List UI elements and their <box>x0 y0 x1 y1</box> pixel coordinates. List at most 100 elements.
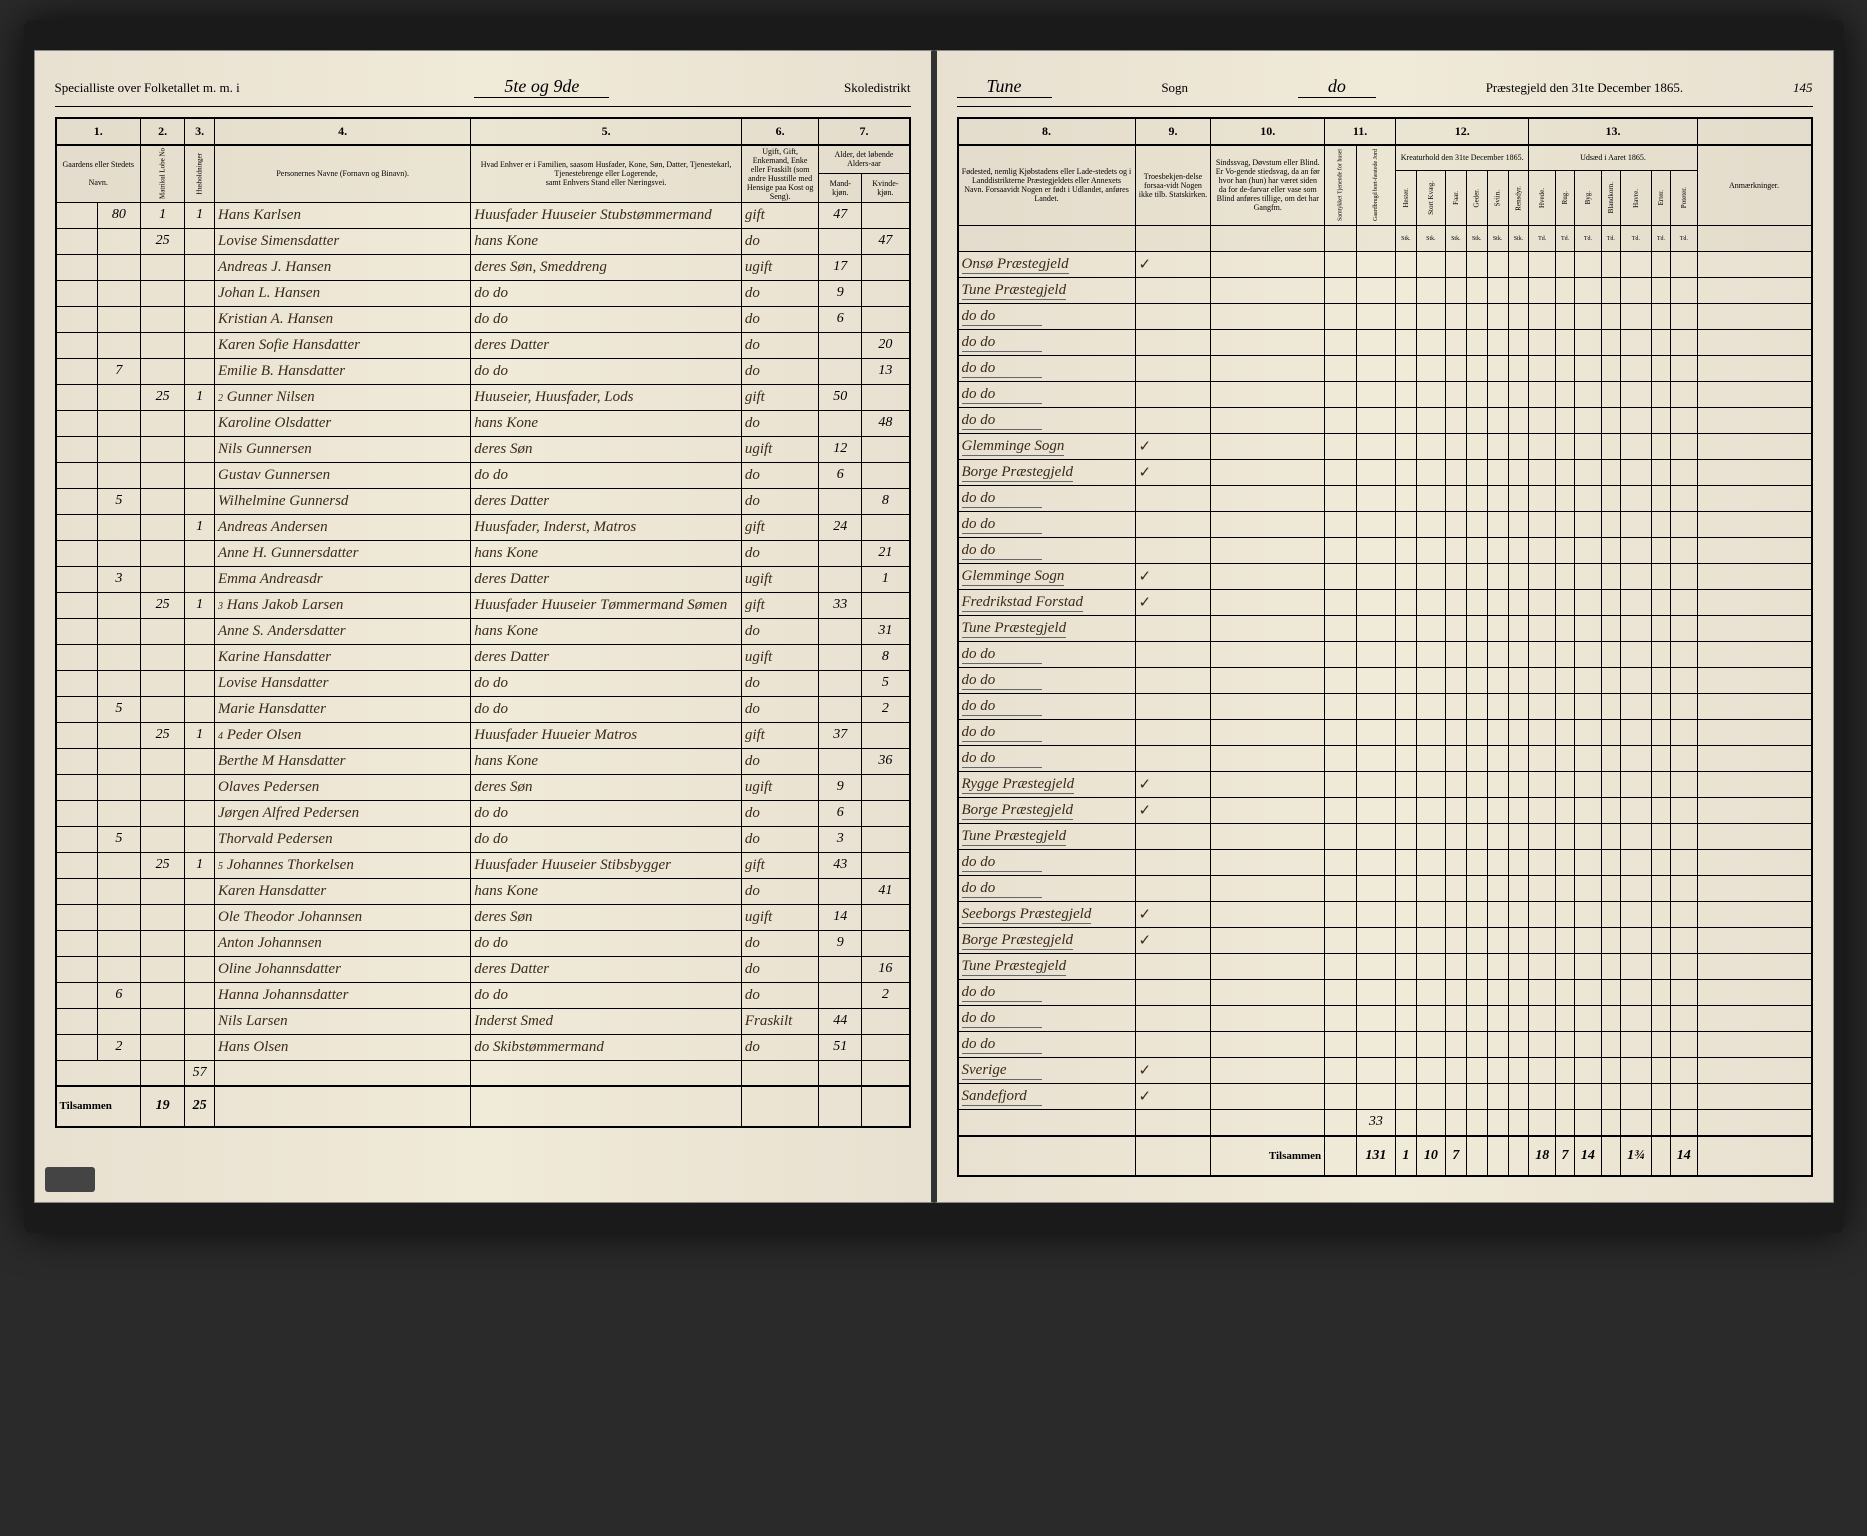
fr2: 1 <box>1395 1136 1416 1176</box>
cell-stat: do <box>741 462 819 488</box>
cell-12b <box>1416 616 1445 642</box>
cell-c10 <box>1211 772 1325 798</box>
cell-gaard <box>56 670 97 696</box>
cell-13b <box>1555 694 1574 720</box>
cell-lno <box>97 904 140 930</box>
head-cond: Sindssvag, Døvstum eller Blind. Er Vo-ge… <box>1211 145 1325 226</box>
cell-13b <box>1555 512 1574 538</box>
cell-13d <box>1601 304 1620 330</box>
cell-chk <box>1135 954 1211 980</box>
table-row: Anne H. Gunnersdatter hans Kone do 21 <box>56 540 909 566</box>
cell-13b <box>1555 720 1574 746</box>
table-row: 2 Hans Olsen do Skibstømmermand do 51 <box>56 1034 909 1060</box>
cell-12c <box>1445 538 1466 564</box>
cell-age-m: 50 <box>819 384 862 410</box>
fr5: 18 <box>1529 1136 1556 1176</box>
cell-12b <box>1416 668 1445 694</box>
cell-13g <box>1671 668 1698 694</box>
cell-13b <box>1555 928 1574 954</box>
cell-13c <box>1575 772 1602 798</box>
h13b: Rug. <box>1555 171 1574 226</box>
cell-12c <box>1445 928 1466 954</box>
cell-c11a <box>1325 1032 1357 1058</box>
cell-12d <box>1466 252 1487 278</box>
cell-13a <box>1529 1006 1556 1032</box>
cell-c11a <box>1325 538 1357 564</box>
cell-birth: Borge Præstegjeld <box>958 928 1135 954</box>
cell-12b <box>1416 590 1445 616</box>
cell-c11a <box>1325 694 1357 720</box>
cell-age-k <box>862 254 909 280</box>
cell-lno <box>97 774 140 800</box>
cell-remarks <box>1697 538 1811 564</box>
cell-13c <box>1575 954 1602 980</box>
head-11a: Samtykket Tjenende for huset <box>1325 145 1357 226</box>
cell-13b <box>1555 668 1574 694</box>
cell-age-k <box>862 436 909 462</box>
cell-m <box>185 826 215 852</box>
cell-name: Berthe M Hansdatter <box>215 748 471 774</box>
cell-c11a <box>1325 954 1357 980</box>
cell-rel: Huusfader Huuseier Tømmermand Sømen <box>471 592 742 618</box>
cell-12a <box>1395 434 1416 460</box>
cell-13a <box>1529 512 1556 538</box>
cell-12e <box>1487 538 1508 564</box>
cell-gaard <box>56 514 97 540</box>
cell-13f <box>1651 408 1670 434</box>
cell-13a <box>1529 486 1556 512</box>
cell-age-m: 6 <box>819 800 862 826</box>
cell-stat: do <box>741 332 819 358</box>
cell-lno: 3 <box>97 566 140 592</box>
cell-c11b <box>1356 538 1395 564</box>
cell-12c <box>1445 330 1466 356</box>
table-row: do do <box>958 720 1811 746</box>
cell-12f <box>1508 304 1529 330</box>
cell-12c <box>1445 720 1466 746</box>
table-row: Kristian A. Hansen do do do 6 <box>56 306 909 332</box>
cell-c10 <box>1211 980 1325 1006</box>
cell-remarks <box>1697 928 1811 954</box>
cell-remarks <box>1697 720 1811 746</box>
cell-gaard <box>56 332 97 358</box>
cell-13f <box>1651 278 1670 304</box>
cell-13e <box>1620 616 1651 642</box>
cell-age-k: 5 <box>862 670 909 696</box>
cell-12c <box>1445 460 1466 486</box>
cell-lno <box>97 540 140 566</box>
cell-c10 <box>1211 720 1325 746</box>
cell-birth: do do <box>958 382 1135 408</box>
cell-lno: 2 <box>97 1034 140 1060</box>
cell-12f <box>1508 486 1529 512</box>
cell-12e <box>1487 434 1508 460</box>
cell-rel: do do <box>471 306 742 332</box>
h12d: Geder. <box>1466 171 1487 226</box>
cell-age-m <box>819 644 862 670</box>
cell-hh <box>141 1034 185 1060</box>
cell-13g <box>1671 876 1698 902</box>
cell-12d <box>1466 590 1487 616</box>
cell-13b <box>1555 876 1574 902</box>
cell-13e <box>1620 642 1651 668</box>
cell-gaard <box>56 878 97 904</box>
cell-13c <box>1575 538 1602 564</box>
cell-13d <box>1601 720 1620 746</box>
cell-12a <box>1395 1084 1416 1110</box>
table-row: Borge Præstegjeld ✓ <box>958 460 1811 486</box>
footer-left-label: Tilsammen <box>56 1086 141 1126</box>
cell-13f <box>1651 850 1670 876</box>
cell-12a <box>1395 1058 1416 1084</box>
cell-stat: do <box>741 748 819 774</box>
cell-12b <box>1416 1058 1445 1084</box>
cell-name: Andreas Andersen <box>215 514 471 540</box>
cell-birth: Tune Præstegjeld <box>958 278 1135 304</box>
cell-12d <box>1466 304 1487 330</box>
cell-13f <box>1651 642 1670 668</box>
fr9: 14 <box>1671 1136 1698 1176</box>
cell-12e <box>1487 980 1508 1006</box>
cell-c11b <box>1356 1058 1395 1084</box>
cell-m <box>185 956 215 982</box>
cell-c10 <box>1211 486 1325 512</box>
cell-13a <box>1529 720 1556 746</box>
cell-13e <box>1620 408 1651 434</box>
cell-13d <box>1601 668 1620 694</box>
